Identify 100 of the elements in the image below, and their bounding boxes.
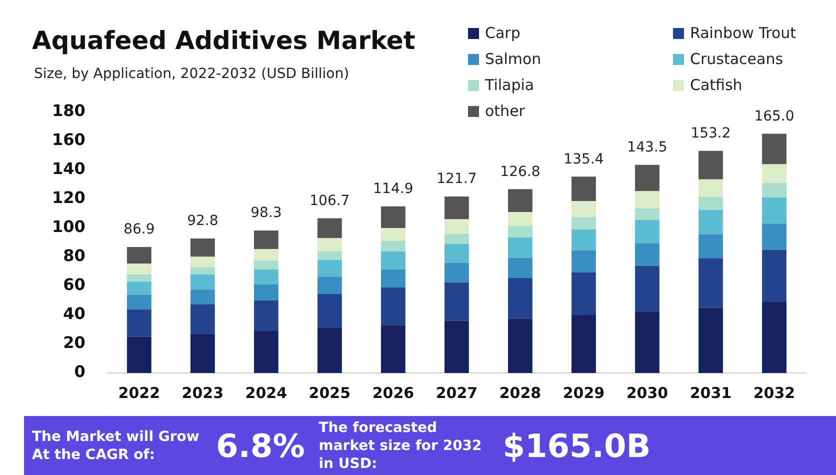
total-label: 143.5 [627, 140, 668, 156]
total-label: 86.9 [124, 222, 155, 238]
bar [126, 264, 152, 274]
bar [190, 256, 215, 268]
bar [762, 224, 786, 250]
bar [572, 229, 596, 250]
bar [317, 276, 342, 294]
total-label: 121.7 [436, 171, 477, 188]
x-tick-label: 2022 [118, 384, 160, 402]
bar [444, 320, 469, 373]
bar [698, 258, 723, 308]
legend-label: Carp [485, 24, 520, 42]
y-tick-label: 120 [52, 188, 86, 208]
bar [635, 191, 660, 208]
bar [444, 262, 469, 282]
bar [762, 198, 786, 224]
bar [635, 220, 660, 244]
total-label: 135.4 [564, 151, 604, 168]
bar [572, 315, 596, 373]
total-label: 165.0 [754, 108, 794, 124]
total-label: 114.9 [373, 181, 414, 198]
bar [635, 208, 660, 220]
bar [317, 294, 342, 328]
text: The forecasted market size for 2032 in USD: [318, 418, 483, 472]
bar [254, 269, 278, 285]
bar [762, 134, 786, 164]
bar [698, 210, 723, 235]
y-tick-label: 140 [52, 159, 86, 178]
bar [317, 218, 342, 238]
bar [190, 274, 215, 290]
y-tick-label: 20 [63, 333, 86, 352]
bar [126, 246, 152, 264]
x-tick-label: 2024 [245, 384, 288, 402]
x-tick-label: 2031 [690, 384, 732, 402]
bar [698, 179, 723, 197]
x-tick-label: 2026 [372, 384, 414, 402]
total-label: 92.8 [187, 213, 218, 230]
bar [508, 189, 532, 212]
bar [254, 284, 278, 300]
y-tick-label: 100 [52, 217, 86, 236]
bar [698, 150, 723, 180]
legend-label: Tilapia [485, 76, 534, 94]
bar [508, 278, 532, 319]
bar [190, 334, 215, 373]
chart-subtitle: Size, by Application, 2022-2032 (USD Billion) [34, 66, 350, 82]
bar [508, 237, 532, 258]
x-tick-label: 2029 [562, 384, 605, 402]
bar [635, 164, 660, 192]
bar [698, 308, 723, 373]
bar [508, 258, 532, 278]
bar [380, 269, 406, 288]
bar [317, 260, 342, 277]
bar [572, 201, 596, 218]
text: 6.8% [215, 426, 306, 464]
bar [317, 251, 342, 260]
bar [380, 251, 406, 270]
bar [444, 282, 469, 321]
y-tick-label: 160 [52, 130, 86, 150]
bar [444, 234, 469, 244]
total-label: 126.8 [500, 164, 540, 180]
bar [508, 212, 532, 226]
bar [380, 228, 406, 242]
legend-label: Salmon [485, 50, 542, 68]
chart-title: Aquafeed Additives Market [32, 26, 416, 55]
bar [254, 230, 278, 250]
bar [126, 282, 152, 295]
bar [190, 267, 215, 274]
bar [380, 241, 406, 252]
bar [380, 325, 406, 373]
bar [190, 238, 215, 257]
x-tick-label: 2023 [182, 384, 224, 402]
bar [254, 300, 278, 331]
bar [698, 196, 723, 210]
bar [254, 260, 278, 270]
bar [126, 309, 152, 337]
total-label: 106.7 [310, 192, 350, 209]
legend-label: other [485, 102, 525, 120]
y-tick-label: 40 [63, 304, 86, 324]
bar [126, 336, 152, 373]
legend-label: Rainbow Trout [690, 24, 796, 42]
x-tick-label: 2025 [308, 384, 351, 402]
bar [762, 183, 786, 198]
bar [508, 318, 532, 373]
bar [444, 196, 469, 220]
total-label: 153.2 [690, 126, 731, 142]
bar [380, 287, 406, 326]
bar [572, 217, 596, 230]
bar [635, 311, 660, 373]
bar [572, 250, 596, 272]
y-tick-label: 180 [52, 101, 86, 120]
x-tick-label: 2030 [626, 384, 668, 402]
bar [254, 330, 278, 373]
y-tick-label: 0 [74, 362, 86, 382]
bar [190, 290, 215, 304]
y-tick-label: 60 [63, 275, 86, 294]
total-label: 98.3 [250, 205, 282, 222]
bar [126, 294, 152, 310]
bar [317, 238, 342, 252]
bar [444, 244, 469, 263]
legend-label: Catfish [690, 76, 742, 94]
